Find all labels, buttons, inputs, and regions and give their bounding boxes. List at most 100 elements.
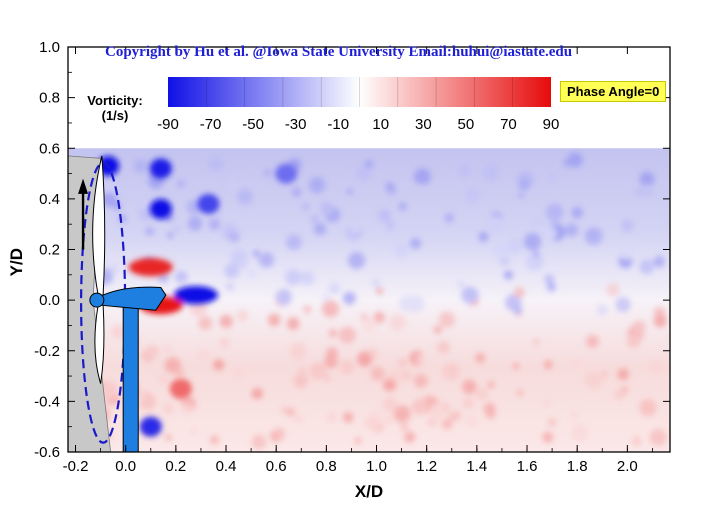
field-speck	[544, 360, 553, 369]
colorbar-tick-label: -50	[242, 116, 264, 133]
field-speck	[459, 165, 471, 177]
field-speck	[394, 242, 410, 258]
field-speck	[373, 311, 385, 324]
y-tick-label: 0.6	[39, 140, 60, 157]
field-speck	[145, 345, 160, 359]
field-speck	[251, 387, 263, 400]
x-tick-label: 1.2	[416, 458, 437, 475]
field-speck	[357, 351, 373, 367]
field-speck	[303, 305, 312, 314]
field-speck	[635, 189, 643, 197]
field-speck	[354, 437, 362, 445]
field-speck	[386, 182, 393, 189]
field-speck	[133, 159, 148, 174]
vortex-tip-vortex	[149, 158, 172, 179]
copyright-notice: Copyright by Hu et al. @Iowa State Unive…	[105, 44, 573, 60]
field-speck	[482, 164, 500, 182]
vortex-tower-wake	[139, 416, 162, 437]
vortex-nacelle-shear-layer	[128, 258, 173, 277]
field-speck	[621, 219, 634, 232]
field-speck	[219, 337, 230, 348]
field-speck	[174, 270, 188, 284]
field-speck	[571, 412, 578, 419]
field-speck	[565, 223, 579, 237]
field-speck	[586, 334, 599, 348]
field-speck	[456, 279, 467, 290]
field-speck	[293, 373, 308, 388]
field-speck	[162, 345, 172, 355]
field-speck	[427, 418, 436, 427]
field-speck	[438, 311, 456, 328]
field-speck	[584, 371, 603, 390]
field-speck	[326, 347, 338, 360]
field-speck	[251, 434, 267, 450]
colorbar-tick-label: 30	[415, 116, 432, 133]
field-speck	[525, 253, 544, 271]
y-tick-label: -0.6	[34, 444, 60, 461]
field-speck	[301, 202, 310, 211]
field-speck	[208, 218, 221, 231]
field-speck	[542, 431, 554, 443]
field-speck	[632, 320, 646, 335]
field-speck	[471, 238, 480, 246]
field-speck	[231, 170, 241, 180]
field-speck	[101, 191, 117, 207]
field-speck	[523, 233, 542, 251]
field-speck	[639, 398, 657, 417]
field-speck	[322, 293, 330, 301]
x-tick-label: 0.6	[266, 458, 287, 475]
field-speck	[174, 225, 181, 232]
field-speck	[286, 408, 295, 417]
field-speck	[275, 289, 292, 306]
colorbar-tick-label: -90	[157, 116, 179, 133]
field-speck	[617, 368, 629, 381]
field-speck	[252, 250, 260, 258]
field-speck	[294, 414, 302, 423]
field-speck	[450, 410, 461, 422]
field-speck	[378, 209, 391, 222]
field-speck	[398, 358, 407, 368]
field-speck	[190, 428, 197, 435]
x-tick-label: 1.4	[466, 458, 487, 475]
field-speck	[404, 431, 416, 443]
field-speck	[621, 386, 629, 393]
field-speck	[309, 362, 327, 380]
y-axis-label: Y/D	[7, 248, 26, 276]
colorbar-tick-label: 70	[500, 116, 517, 133]
field-speck	[532, 338, 540, 346]
turbine-tower	[122, 304, 139, 453]
field-speck	[286, 317, 300, 331]
field-speck	[214, 211, 223, 219]
field-speck	[409, 237, 422, 250]
field-speck	[385, 220, 396, 231]
field-speck	[236, 309, 249, 322]
field-speck	[399, 295, 415, 312]
field-speck	[224, 263, 240, 279]
field-speck	[109, 264, 119, 274]
y-tick-label: -0.2	[34, 343, 60, 360]
y-tick-label: 0.8	[39, 90, 60, 107]
field-speck	[542, 226, 557, 241]
field-speck	[365, 160, 373, 168]
y-tick-label: 1.0	[39, 39, 60, 56]
field-speck	[518, 179, 530, 191]
field-speck	[338, 326, 356, 344]
field-speck	[182, 403, 193, 414]
y-tick-label: 0.4	[39, 191, 60, 208]
field-speck	[176, 179, 186, 189]
field-speck	[237, 189, 253, 205]
vortex-tip-vortex	[197, 193, 220, 214]
field-speck	[234, 224, 242, 232]
field-speck	[532, 250, 541, 259]
field-speck	[285, 234, 302, 251]
field-speck	[284, 269, 302, 286]
field-speck	[601, 371, 608, 378]
field-speck	[145, 227, 155, 236]
field-speck	[478, 231, 489, 243]
x-axis-label: X/D	[355, 482, 383, 501]
blade-lower	[94, 304, 105, 384]
vortex-tip-vortex	[149, 199, 172, 219]
field-speck	[138, 188, 146, 196]
x-tick-label: 0.4	[216, 458, 237, 475]
field-speck	[321, 300, 340, 318]
